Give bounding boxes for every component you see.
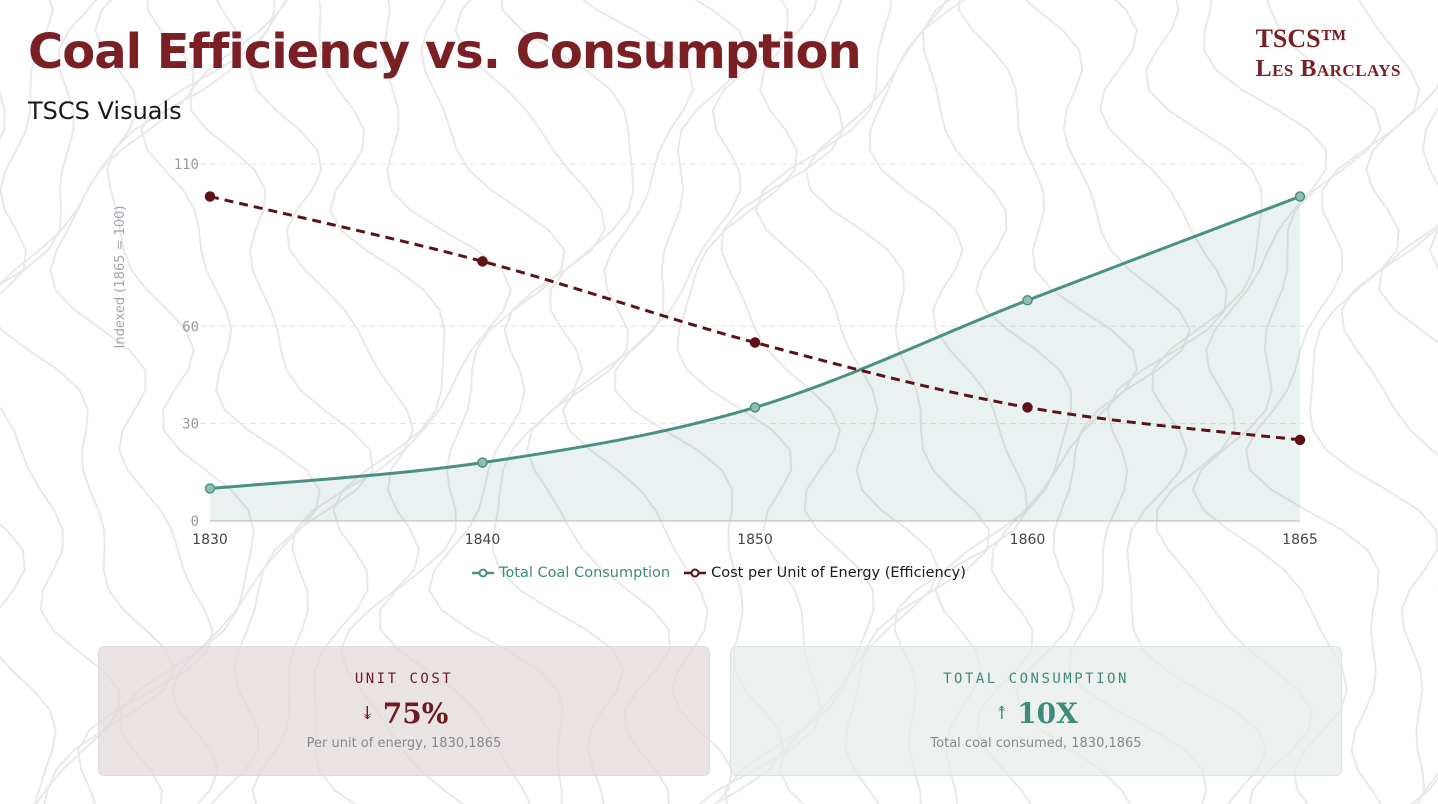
data-point-consumption [749, 402, 761, 413]
arrow-up-icon: ↟ [994, 703, 1010, 724]
contour-line [0, 89, 6, 141]
series-line-efficiency [209, 195, 1301, 442]
unit-cost-value: 75% [382, 697, 449, 730]
data-point-consumption [1294, 191, 1306, 202]
y-tick-label: 110 [174, 157, 199, 173]
unit-cost-card: UNIT COST ↡ 75% Per unit of energy, 1830… [98, 646, 710, 776]
brand-line-1: TSCS™ [1255, 24, 1347, 53]
data-point-efficiency [1294, 434, 1306, 446]
legend-label-efficiency: Cost per Unit of Energy (Efficiency) [711, 565, 966, 581]
x-tick-label: 1860 [1010, 532, 1046, 548]
contour-line [1309, 82, 1438, 804]
total-consumption-value-row: ↟ 10X [731, 697, 1341, 730]
brand-line-2: Les Barclays [1255, 56, 1401, 82]
total-consumption-note: Total coal consumed, 1830,1865 [930, 736, 1142, 751]
legend-item-consumption[interactable]: Total Coal Consumption [472, 565, 670, 581]
arrow-down-icon: ↡ [359, 703, 375, 724]
y-tick-label: 60 [182, 319, 199, 335]
contour-line [1340, 106, 1438, 804]
y-tick-label: 30 [182, 417, 199, 433]
legend-marker-consumption [472, 568, 495, 578]
x-tick-label: 1840 [465, 532, 501, 548]
x-tick-label: 1865 [1282, 532, 1318, 548]
page-subtitle: TSCS Visuals [28, 97, 182, 125]
unit-cost-value-row: ↡ 75% [99, 697, 709, 730]
legend-marker-efficiency [684, 568, 707, 578]
legend-item-efficiency[interactable]: Cost per Unit of Energy (Efficiency) [684, 565, 966, 581]
line-chart: 0 30 60 110 1830 1840 1850 1860 1865 Indexed (186… [113, 157, 1318, 548]
data-point-efficiency [1022, 402, 1033, 413]
legend-label-consumption: Total Coal Consumption [499, 565, 671, 581]
chart-legend: Total Coal Consumption Cost per Unit of … [0, 565, 1438, 581]
brand-logo: TSCS™ Les Barclays [1256, 24, 1401, 84]
y-axis-label: Indexed (1865 = 100) [113, 206, 128, 349]
contour-line [1191, 0, 1382, 804]
data-point-efficiency [204, 191, 216, 202]
data-point-consumption [1022, 295, 1033, 306]
contour-line [0, 0, 57, 804]
page-title: Coal Efficiency vs. Consumption [28, 24, 862, 80]
x-tick-label: 1830 [192, 532, 228, 548]
total-consumption-value: 10X [1017, 697, 1078, 730]
data-point-efficiency [749, 337, 761, 348]
series-area-consumption [210, 196, 1300, 521]
data-point-consumption [477, 457, 488, 468]
data-point-efficiency [477, 256, 488, 267]
unit-cost-label: UNIT COST [354, 671, 454, 687]
y-tick-label: 0 [191, 514, 199, 530]
unit-cost-note: Per unit of energy, 1830,1865 [306, 736, 502, 751]
data-point-consumption [204, 483, 216, 494]
total-consumption-card: TOTAL CONSUMPTION ↟ 10X Total coal consu… [730, 646, 1342, 776]
x-tick-label: 1850 [737, 532, 773, 548]
total-consumption-label: TOTAL CONSUMPTION [943, 671, 1129, 687]
